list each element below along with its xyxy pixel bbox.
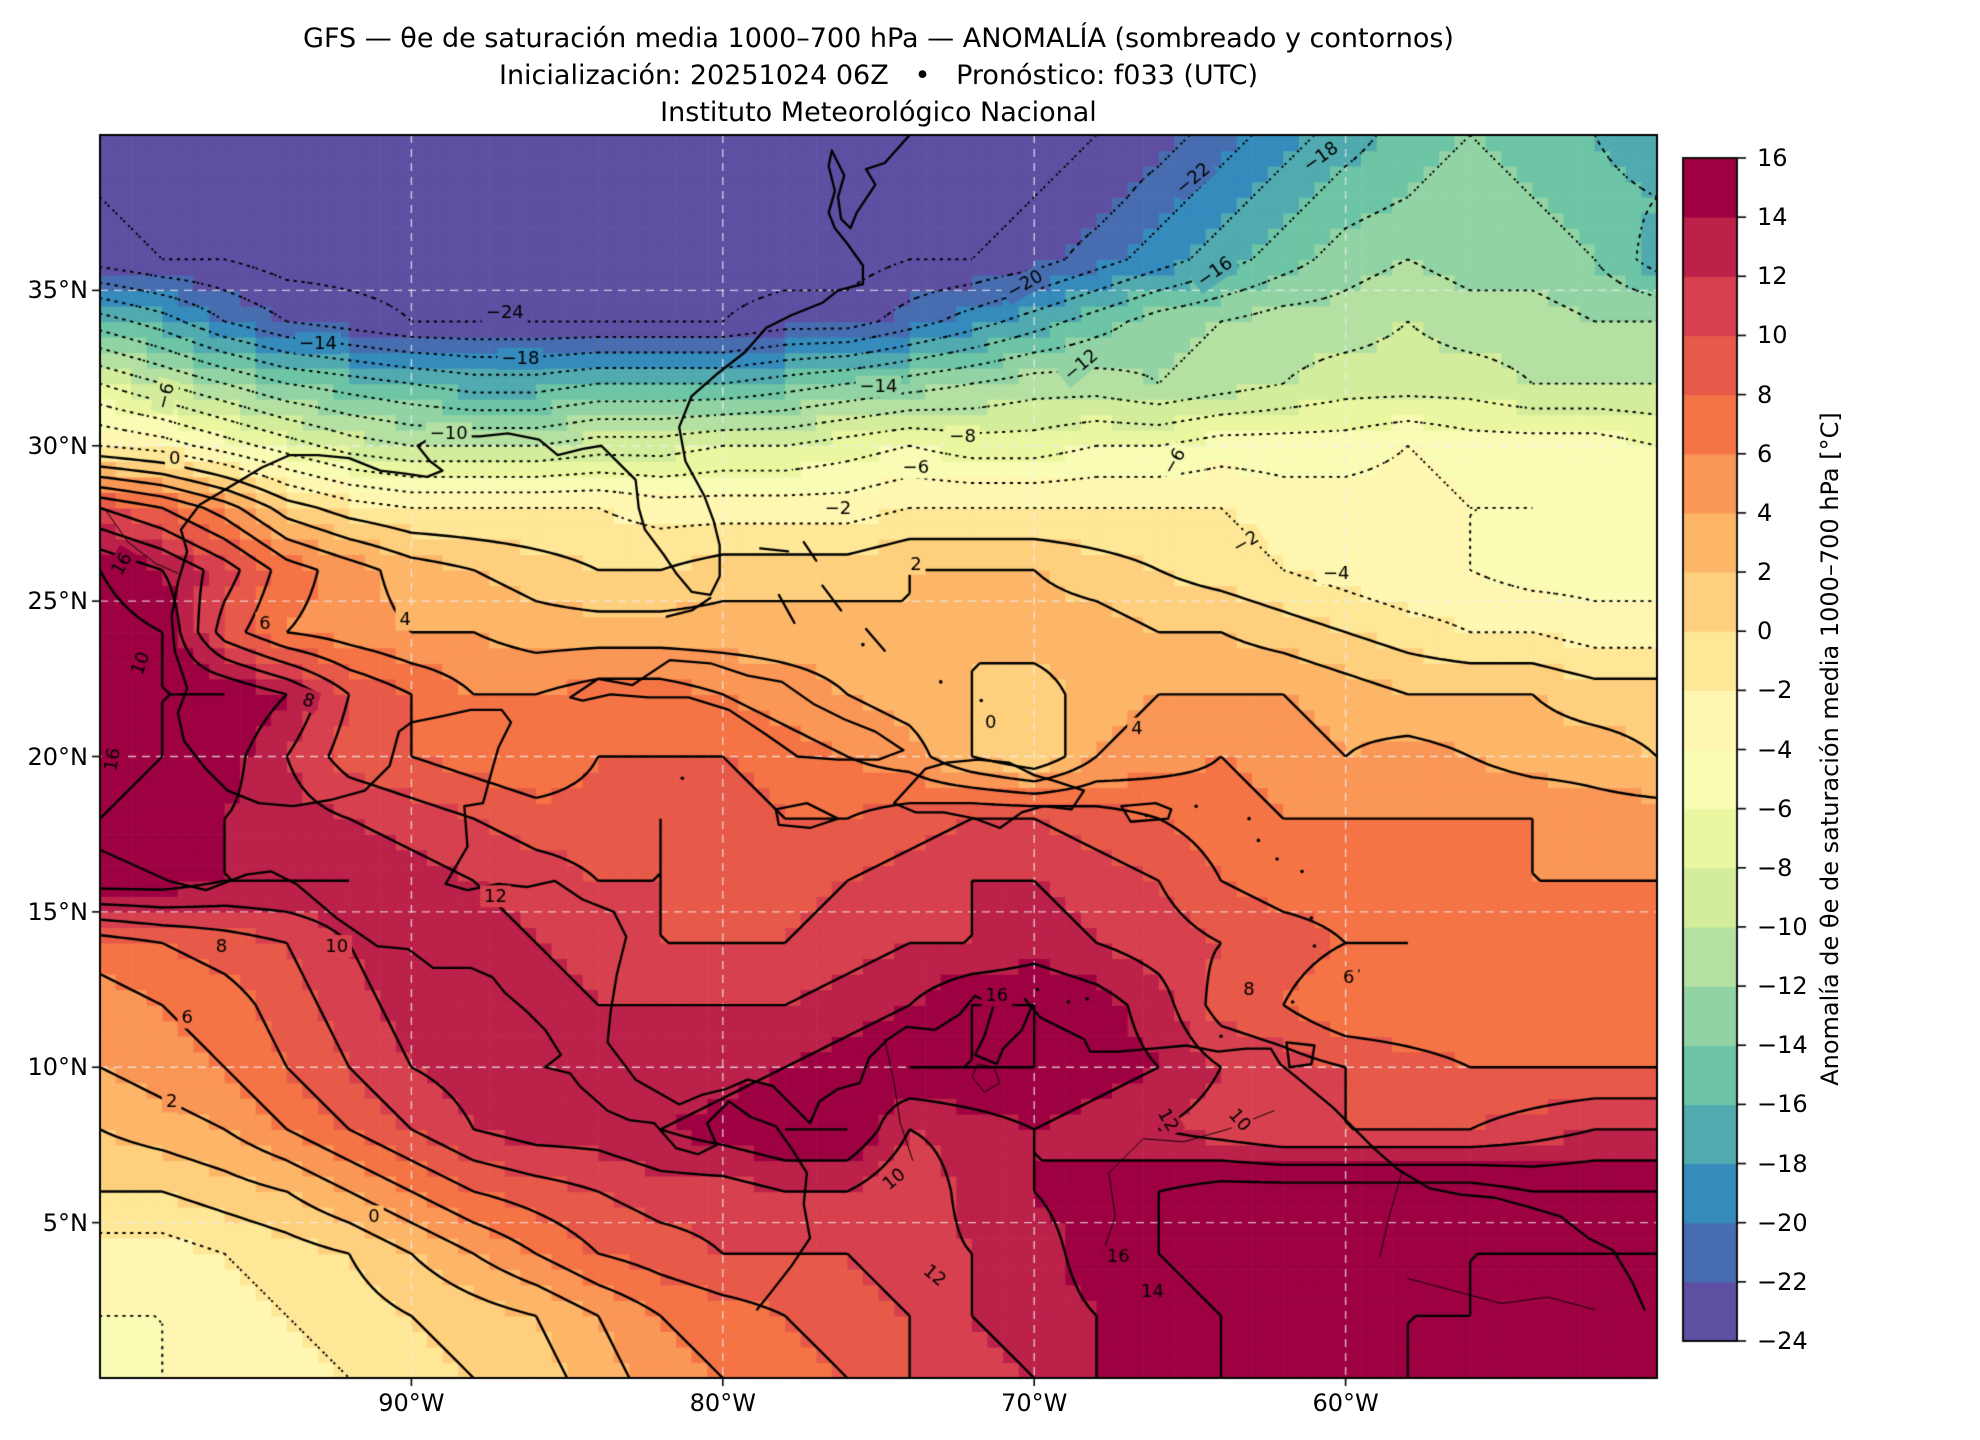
- colorbar-tick-label: 4: [1757, 498, 1773, 527]
- x-tick-label: 60°W: [1312, 1389, 1379, 1417]
- colorbar-tick-label: −22: [1757, 1267, 1808, 1296]
- colorbar-tick-label: 14: [1757, 203, 1788, 232]
- chart-subtitle-run: Inicialización: 20251024 06Z • Pronóstic…: [498, 60, 1258, 91]
- colorbar-tick-label: −16: [1757, 1090, 1808, 1119]
- y-tick-label: 15°N: [27, 897, 89, 926]
- y-tick-label: 10°N: [27, 1053, 89, 1082]
- colorbar-tick-label: −14: [1757, 1031, 1808, 1060]
- colorbar-tick-label: −10: [1757, 912, 1808, 941]
- chart-title: GFS — θe de saturación media 1000–700 hP…: [303, 23, 1454, 54]
- colorbar-tick-label: −8: [1757, 853, 1793, 882]
- colorbar-tick-label: 8: [1757, 380, 1773, 409]
- colorbar-tick-label: 6: [1757, 439, 1773, 468]
- colorbar-tick-label: −18: [1757, 1149, 1808, 1178]
- title-block: GFS — θe de saturación media 1000–700 hP…: [100, 20, 1657, 131]
- x-tick-label: 80°W: [689, 1389, 756, 1417]
- colorbar-tick-label: −12: [1757, 972, 1808, 1001]
- x-tick-label: 70°W: [1001, 1389, 1068, 1417]
- colorbar-tick-label: 16: [1757, 144, 1788, 172]
- x-tick-label: 90°W: [378, 1389, 445, 1417]
- y-tick-label: 25°N: [27, 587, 89, 616]
- colorbar-tick-label: −6: [1757, 794, 1793, 823]
- colorbar-tick-label: 0: [1757, 617, 1773, 646]
- y-tick-label: 35°N: [27, 276, 89, 305]
- colorbar-tick-label: 2: [1757, 558, 1773, 587]
- colorbar-tick-label: −2: [1757, 676, 1793, 705]
- y-tick-label: 30°N: [27, 431, 89, 460]
- colorbar-label: Anomalía de θe de saturación media 1000–…: [1816, 412, 1844, 1086]
- y-tick-label: 20°N: [27, 742, 89, 771]
- colorbar-tick-label: −20: [1757, 1208, 1808, 1237]
- chart-institution: Instituto Meteorológico Nacional: [660, 97, 1097, 128]
- colorbar-tick-label: 12: [1757, 262, 1788, 291]
- colorbar-tick-label: −4: [1757, 735, 1793, 764]
- y-tick-label: 5°N: [42, 1208, 88, 1237]
- colorbar-tick-label: 10: [1757, 321, 1788, 350]
- colorbar-tick-label: −24: [1757, 1327, 1808, 1355]
